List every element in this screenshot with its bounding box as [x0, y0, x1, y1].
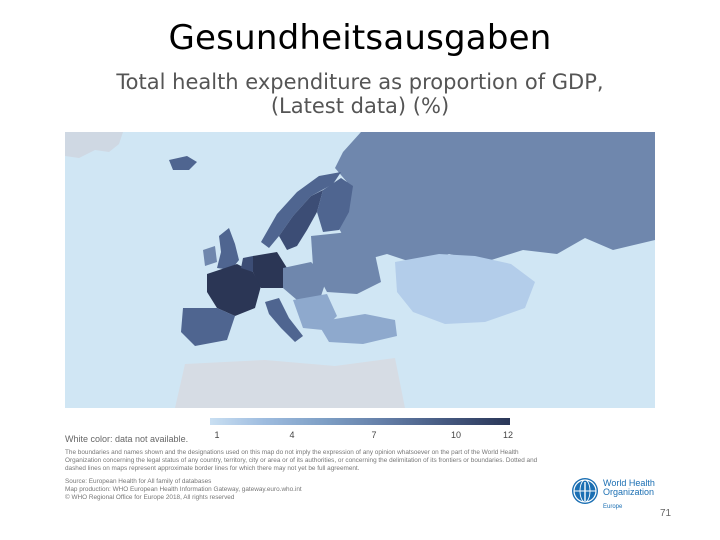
who-name: World Health Organization — [603, 479, 655, 497]
legend-tick: 12 — [502, 430, 514, 440]
country-ireland — [203, 246, 217, 266]
who-name-line-2: Organization — [603, 487, 655, 497]
who-logo: World Health Organization Europe — [572, 476, 672, 516]
missing-data-note: White color: data not available. — [65, 434, 189, 444]
who-region: Europe — [603, 504, 623, 510]
source-line: Source: European Health for All family o… — [65, 478, 212, 485]
choropleth-map — [65, 132, 655, 408]
country-russia — [331, 132, 655, 264]
legend-tick: 4 — [289, 430, 295, 440]
country-sweden — [279, 190, 323, 250]
map-svg — [65, 132, 655, 408]
country-united-kingdom — [217, 228, 239, 270]
globe-icon — [573, 479, 597, 503]
source-line: Map production: WHO European Health Info… — [65, 486, 302, 494]
country-italy — [265, 298, 303, 342]
map-source: Source: European Health for All family o… — [65, 478, 465, 503]
country-benelux — [241, 256, 253, 272]
region-eastern-europe — [311, 232, 381, 294]
country-germany — [253, 252, 287, 288]
disclaimer-line: dashed lines on maps represent approxima… — [65, 465, 360, 473]
legend-tick: 10 — [450, 430, 462, 440]
who-name-line-1: World Health — [603, 478, 655, 488]
legend-tick: 1 — [214, 430, 220, 440]
page-number: 71 — [660, 508, 672, 519]
country-iceland — [169, 156, 197, 170]
disclaimer-line: Organization concerning the legal status… — [65, 457, 538, 465]
who-emblem-icon — [572, 478, 598, 504]
region-greenland — [65, 132, 123, 158]
map-disclaimer: The boundaries and names shown and the d… — [65, 449, 655, 474]
country-finland — [317, 178, 353, 232]
region-central-asia — [395, 254, 535, 324]
source-line: © WHO Regional Office for Europe 2018, A… — [65, 494, 235, 502]
region-north-africa — [175, 358, 405, 408]
country-turkey — [317, 314, 397, 344]
disclaimer-line: The boundaries and names shown and the d… — [65, 449, 519, 456]
country-norway — [261, 172, 341, 248]
color-legend: 1 4 7 10 12 — [210, 418, 514, 442]
country-france — [207, 264, 261, 316]
map-title-line-2: (Latest data) (%) — [270, 94, 450, 118]
legend-tick: 7 — [371, 430, 377, 440]
map-title: Total health expenditure as proportion o… — [65, 70, 655, 118]
map-title-line-1: Total health expenditure as proportion o… — [116, 70, 604, 94]
slide-title: Gesundheitsausgaben — [168, 18, 552, 58]
country-iberia — [181, 308, 235, 346]
legend-color-bar — [210, 418, 510, 425]
